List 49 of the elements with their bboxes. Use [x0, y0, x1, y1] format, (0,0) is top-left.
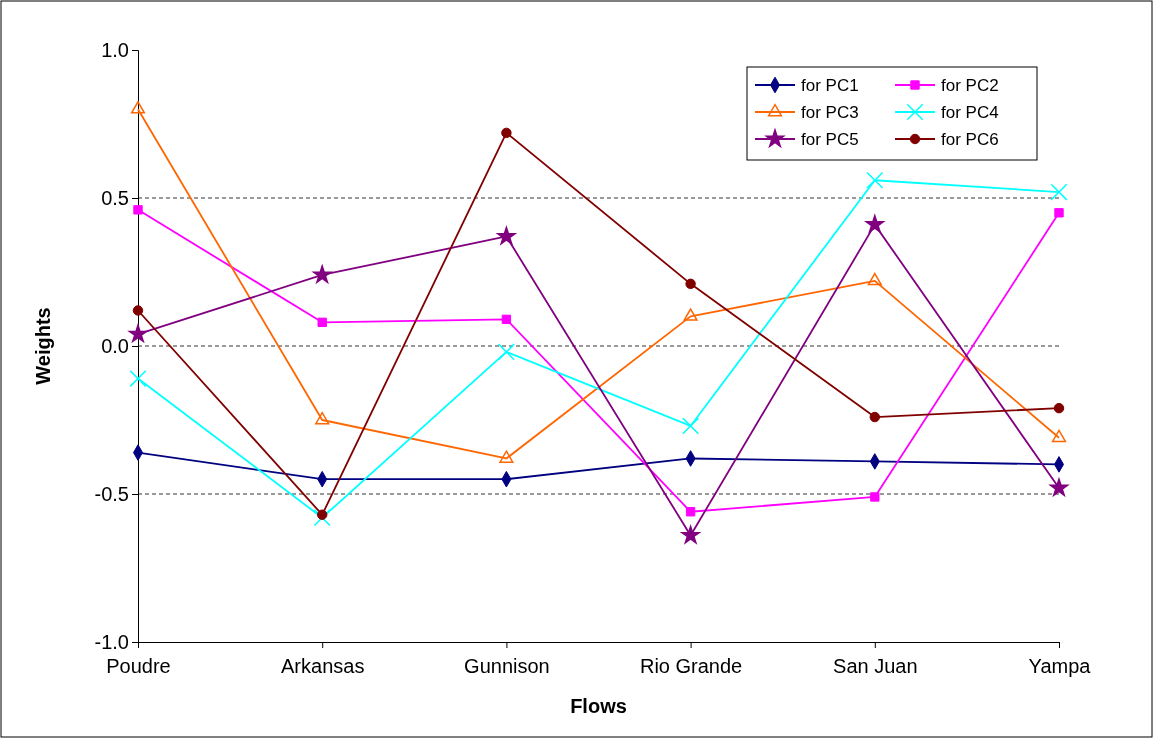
- legend-label: for PC5: [801, 129, 859, 149]
- point: [128, 324, 148, 343]
- y-tick-label: 1.0: [101, 38, 129, 61]
- point: [497, 343, 515, 361]
- point: [682, 417, 700, 435]
- point: [869, 411, 881, 423]
- x-tick-label: Yampa: [1028, 655, 1092, 677]
- point: [313, 509, 331, 527]
- point: [132, 305, 144, 316]
- x-axis-title: Flows: [570, 695, 627, 717]
- y-tick-label: -1.0: [94, 630, 129, 653]
- point: [129, 370, 147, 388]
- point: [1049, 478, 1069, 497]
- point: [312, 265, 332, 283]
- x-tick-label: Arkansas: [281, 655, 365, 677]
- point: [866, 171, 884, 189]
- legend-label: for PC6: [941, 129, 999, 149]
- point: [497, 226, 516, 245]
- legend-label: for PC1: [801, 75, 859, 95]
- legend-label: for PC2: [941, 75, 999, 95]
- point: [317, 317, 327, 327]
- y-tick-label: 0.5: [101, 186, 129, 209]
- point: [1051, 429, 1067, 443]
- point: [865, 214, 885, 233]
- point: [499, 450, 514, 463]
- x-tick-label: Gunnison: [464, 655, 550, 677]
- legend-label: for PC4: [941, 102, 999, 122]
- point: [1054, 208, 1064, 218]
- point: [316, 509, 328, 520]
- point: [685, 278, 696, 290]
- x-tick-label: San Juan: [833, 655, 918, 677]
- point: [1050, 183, 1068, 201]
- point: [130, 101, 146, 114]
- point: [501, 314, 512, 325]
- x-tick-label: Poudre: [106, 655, 171, 677]
- point: [867, 272, 882, 286]
- y-tick-label: 0.0: [101, 334, 129, 357]
- point: [315, 411, 330, 425]
- legend-label: for PC3: [801, 102, 859, 122]
- point: [133, 205, 143, 215]
- point: [685, 507, 696, 517]
- x-tick-label: Rio Grande: [639, 655, 743, 677]
- point: [870, 492, 880, 502]
- point: [681, 525, 700, 544]
- y-axis-title: Weights: [32, 307, 54, 385]
- point: [501, 127, 512, 139]
- point: [683, 308, 698, 321]
- y-tick-label: -0.5: [94, 482, 129, 505]
- point: [1053, 402, 1065, 414]
